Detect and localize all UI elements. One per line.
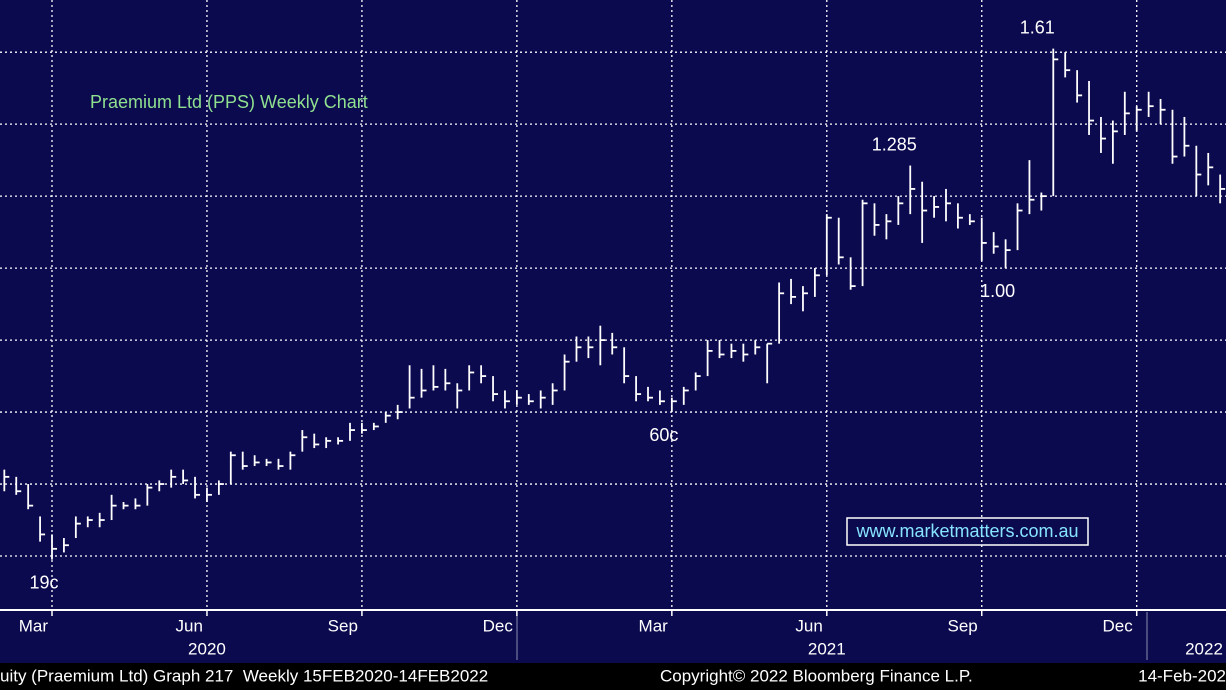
annotation: 60c xyxy=(649,425,678,445)
x-tick-label: Mar xyxy=(19,616,49,635)
footer-center: Copyright© 2022 Bloomberg Finance L.P. xyxy=(660,666,973,685)
bars xyxy=(3,48,1226,560)
x-tick-label: Jun xyxy=(795,616,822,635)
grid xyxy=(0,0,1226,610)
chart-title: Praemium Ltd (PPS) Weekly Chart xyxy=(90,92,368,112)
annotation: 1.61 xyxy=(1020,17,1055,37)
year-label: 2022 xyxy=(1185,639,1223,658)
x-tick-label: Jun xyxy=(176,616,203,635)
annotation: 19c xyxy=(29,572,58,592)
x-tick-label: Mar xyxy=(639,616,669,635)
watermark-box xyxy=(846,517,1089,546)
footer-right: 14-Feb-202 xyxy=(1138,666,1226,685)
year-label: 2021 xyxy=(808,639,846,658)
annotation: 1.00 xyxy=(980,281,1015,301)
footer-left: uity (Praemium Ltd) Graph 217 Weekly 15F… xyxy=(0,666,488,685)
x-tick-label: Sep xyxy=(948,616,978,635)
footer-band xyxy=(0,663,1226,690)
x-tick-label: Dec xyxy=(1102,616,1133,635)
x-tick-label: Dec xyxy=(483,616,514,635)
x-tick-label: Sep xyxy=(328,616,358,635)
watermark: www.marketmatters.com.au xyxy=(855,521,1078,541)
year-label: 2020 xyxy=(188,639,226,658)
annotation: 1.285 xyxy=(872,134,917,154)
